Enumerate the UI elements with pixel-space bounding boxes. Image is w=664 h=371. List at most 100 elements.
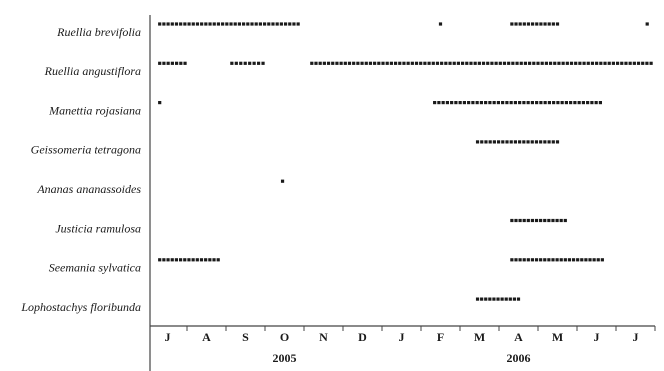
dot bbox=[547, 22, 551, 26]
dot bbox=[588, 258, 592, 262]
dot bbox=[427, 61, 431, 65]
dot bbox=[530, 218, 535, 223]
dot bbox=[230, 61, 234, 65]
dot bbox=[514, 258, 518, 262]
dot bbox=[162, 61, 166, 65]
dot bbox=[555, 218, 559, 223]
year-label: 2006 bbox=[507, 351, 531, 365]
dot bbox=[530, 101, 534, 105]
dot bbox=[208, 22, 212, 26]
dot bbox=[216, 258, 220, 262]
dot bbox=[484, 140, 488, 144]
dot bbox=[592, 258, 596, 262]
dot bbox=[563, 258, 567, 262]
dot bbox=[598, 101, 602, 105]
dot bbox=[261, 61, 265, 65]
dot bbox=[603, 61, 607, 65]
dot bbox=[518, 140, 522, 144]
dot bbox=[170, 258, 174, 262]
dot bbox=[496, 101, 500, 105]
dot bbox=[582, 61, 586, 65]
dot bbox=[516, 297, 521, 301]
dot bbox=[600, 258, 604, 262]
dot bbox=[611, 61, 615, 65]
dot bbox=[509, 101, 513, 105]
dot bbox=[296, 22, 300, 26]
dot bbox=[216, 22, 221, 26]
dot bbox=[636, 61, 641, 65]
dot bbox=[456, 61, 461, 65]
dot bbox=[195, 258, 199, 262]
dot bbox=[212, 22, 216, 26]
dot bbox=[607, 61, 611, 65]
dot bbox=[221, 22, 225, 26]
dot bbox=[250, 22, 254, 26]
dot bbox=[279, 22, 283, 26]
dot bbox=[496, 297, 500, 301]
dot bbox=[530, 258, 535, 262]
dot bbox=[229, 22, 233, 26]
dot bbox=[580, 258, 584, 262]
dot bbox=[534, 218, 539, 223]
dot bbox=[183, 22, 187, 26]
dot bbox=[480, 297, 484, 301]
dot bbox=[515, 61, 519, 65]
dot bbox=[212, 258, 216, 262]
dot bbox=[262, 22, 267, 26]
dot bbox=[536, 61, 540, 65]
dot bbox=[475, 297, 480, 301]
flowering-range bbox=[510, 22, 560, 26]
flowering-range bbox=[438, 22, 443, 26]
dot bbox=[555, 258, 559, 262]
flowering-range bbox=[310, 61, 653, 65]
dot bbox=[377, 61, 381, 65]
dot bbox=[534, 258, 539, 262]
dot bbox=[381, 61, 385, 65]
dot bbox=[410, 61, 414, 65]
flowering-range bbox=[158, 61, 187, 65]
dot bbox=[599, 61, 603, 65]
dot bbox=[584, 258, 588, 262]
dot bbox=[551, 22, 555, 26]
dot bbox=[191, 258, 195, 262]
dot bbox=[514, 22, 518, 26]
dot bbox=[398, 61, 402, 65]
dot bbox=[473, 61, 477, 65]
dot bbox=[423, 61, 427, 65]
dot bbox=[343, 61, 347, 65]
dot bbox=[590, 61, 595, 65]
dot bbox=[458, 101, 462, 105]
x-tick-label: N bbox=[319, 330, 328, 344]
dot bbox=[195, 22, 200, 26]
dot bbox=[543, 101, 547, 105]
dot bbox=[158, 61, 162, 65]
dot bbox=[551, 218, 555, 223]
dot bbox=[477, 61, 481, 65]
dot bbox=[166, 258, 170, 262]
flowering-range bbox=[510, 258, 604, 262]
dot bbox=[174, 258, 179, 262]
dot bbox=[500, 297, 504, 301]
dot bbox=[547, 101, 551, 105]
dot bbox=[620, 61, 624, 65]
dot bbox=[510, 22, 514, 26]
dot bbox=[509, 140, 513, 144]
dot bbox=[322, 61, 326, 65]
x-tick-label: S bbox=[242, 330, 249, 344]
x-tick-label: J bbox=[165, 330, 171, 344]
dot bbox=[526, 218, 530, 223]
dot bbox=[560, 101, 564, 105]
dot bbox=[522, 101, 526, 105]
dot bbox=[577, 101, 581, 105]
x-tick-label: O bbox=[280, 330, 289, 344]
dot bbox=[535, 22, 539, 26]
dot bbox=[467, 101, 471, 105]
x-tick-label: J bbox=[399, 330, 405, 344]
dot bbox=[331, 61, 335, 65]
dot bbox=[649, 61, 653, 65]
dot bbox=[183, 61, 187, 65]
dot bbox=[471, 101, 475, 105]
dot bbox=[496, 140, 501, 144]
dot bbox=[170, 61, 174, 65]
dot bbox=[252, 61, 256, 65]
